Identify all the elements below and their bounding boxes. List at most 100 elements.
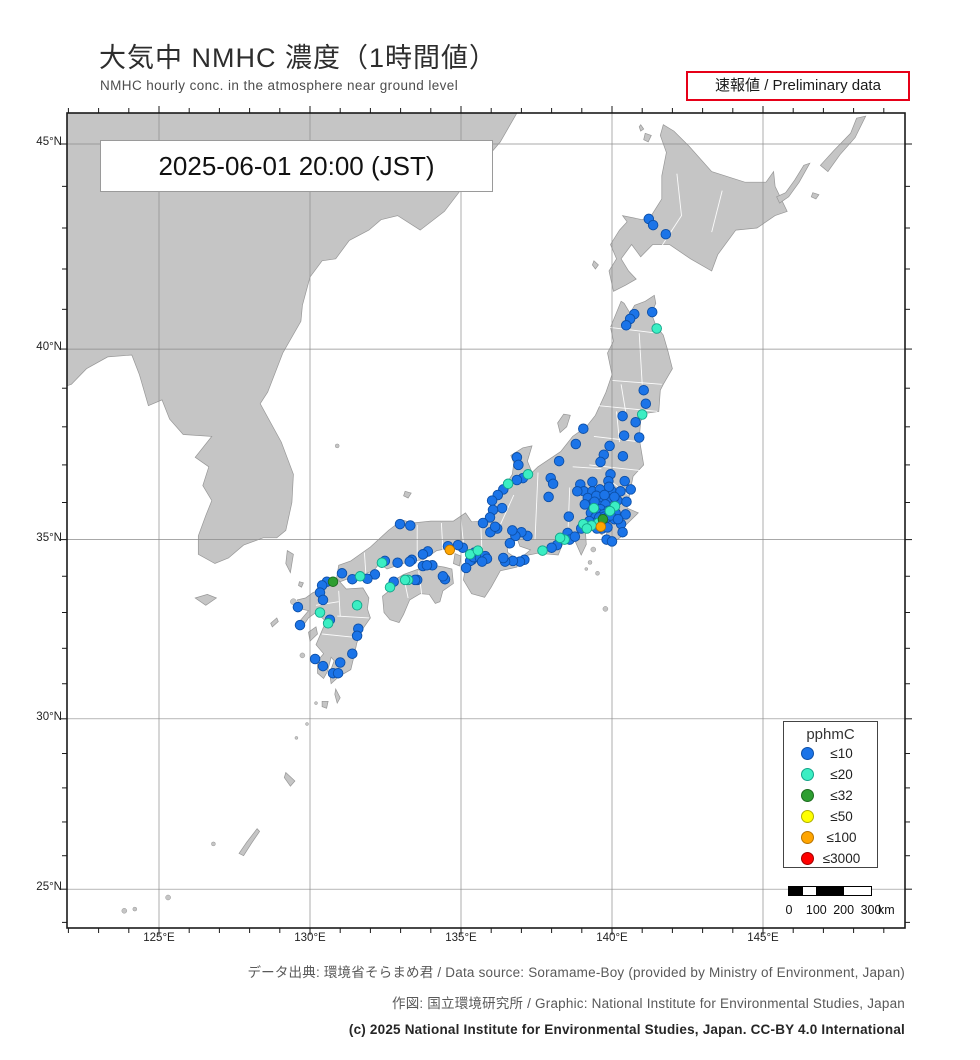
footer-graphic-credit: 作図: 国立環境研究所 / Graphic: National Institut… bbox=[392, 996, 905, 1011]
station-dot bbox=[570, 438, 582, 450]
station-dot bbox=[546, 542, 557, 553]
station-dot bbox=[603, 481, 615, 493]
station-layer bbox=[292, 213, 672, 679]
legend-item-label: ≤32 bbox=[830, 788, 853, 803]
prefecture-border bbox=[593, 435, 643, 443]
prefecture-border bbox=[315, 601, 339, 606]
scale-bar: 0 100 200 300 km bbox=[785, 886, 908, 926]
legend-item: ≤20 bbox=[784, 764, 877, 785]
legend-dot-icon bbox=[801, 810, 814, 823]
prefecture-border bbox=[656, 173, 682, 253]
lat-axis-label: 25°N bbox=[36, 881, 62, 894]
landmass bbox=[334, 687, 341, 705]
small-island bbox=[132, 906, 138, 912]
station-dot bbox=[620, 509, 631, 520]
station-dot bbox=[572, 486, 583, 497]
station-dot bbox=[625, 484, 636, 495]
landmass bbox=[403, 490, 412, 499]
station-dot bbox=[588, 502, 600, 514]
station-dot bbox=[392, 557, 403, 568]
station-dot bbox=[587, 476, 598, 488]
legend-item: ≤10 bbox=[784, 743, 877, 764]
legend-dot-icon bbox=[801, 789, 814, 802]
station-dot bbox=[322, 618, 334, 629]
station-dot bbox=[327, 576, 339, 587]
lat-axis-label: 45°N bbox=[36, 136, 62, 148]
station-dot bbox=[404, 556, 415, 567]
prefecture-border bbox=[534, 472, 539, 540]
station-dot bbox=[384, 581, 396, 593]
scale-bar-segment bbox=[816, 887, 844, 895]
landmass bbox=[308, 626, 318, 642]
station-dot bbox=[294, 619, 306, 631]
lat-axis-label: 40°N bbox=[36, 341, 62, 354]
scale-bar-segment bbox=[802, 887, 817, 895]
landmass bbox=[283, 771, 296, 787]
station-dot bbox=[647, 219, 659, 231]
landmass bbox=[298, 581, 304, 588]
station-dot bbox=[609, 491, 620, 503]
small-island bbox=[602, 606, 609, 612]
prefecture-border bbox=[608, 326, 658, 334]
station-dot bbox=[354, 571, 366, 582]
station-dot bbox=[472, 545, 484, 556]
prefecture-border bbox=[440, 522, 444, 551]
legend-box: pphmC ≤10 ≤20 ≤32 ≤50 ≤100 ≤3000 bbox=[783, 721, 878, 868]
station-dot bbox=[336, 568, 348, 579]
station-dot bbox=[317, 594, 329, 606]
scale-bar-segment bbox=[789, 887, 803, 895]
station-dot bbox=[317, 660, 329, 672]
lat-axis-label: 35°N bbox=[36, 531, 62, 544]
station-dot bbox=[620, 320, 632, 331]
legend-rows: ≤10 ≤20 ≤32 ≤50 ≤100 ≤3000 bbox=[784, 743, 877, 869]
prefecture-border bbox=[363, 552, 367, 575]
prefecture-border bbox=[499, 494, 515, 525]
station-dot bbox=[617, 410, 628, 422]
station-dot bbox=[595, 521, 607, 532]
small-island bbox=[305, 722, 309, 726]
landmass bbox=[453, 553, 462, 567]
legend-item: ≤100 bbox=[784, 827, 877, 848]
tick-layer bbox=[60, 106, 912, 935]
small-island bbox=[165, 894, 171, 901]
legend-item: ≤32 bbox=[784, 785, 877, 806]
station-dot bbox=[604, 440, 615, 452]
scale-bar-unit: km bbox=[878, 903, 895, 917]
small-island bbox=[314, 701, 318, 705]
station-dot bbox=[569, 531, 581, 542]
station-dot bbox=[646, 306, 658, 318]
lat-axis-label: 30°N bbox=[36, 710, 62, 723]
station-dot bbox=[630, 416, 641, 428]
lon-axis-label: 140°E bbox=[596, 932, 628, 944]
station-dot bbox=[477, 517, 489, 529]
scale-bar-label: 300 bbox=[860, 903, 882, 917]
landmass bbox=[321, 700, 329, 709]
station-dot bbox=[489, 521, 501, 532]
station-dot bbox=[595, 456, 606, 468]
station-dot bbox=[553, 455, 565, 467]
station-dot bbox=[314, 607, 326, 618]
small-island bbox=[299, 652, 306, 659]
station-dot bbox=[604, 505, 616, 517]
station-dot bbox=[351, 630, 363, 642]
station-dot bbox=[617, 526, 628, 538]
station-dot bbox=[417, 549, 429, 560]
station-dot bbox=[547, 478, 559, 490]
station-dot bbox=[460, 562, 472, 574]
legend-item-label: ≤3000 bbox=[822, 851, 861, 866]
map-canvas bbox=[60, 106, 912, 935]
scale-bar-label: 0 bbox=[785, 903, 793, 917]
station-dot bbox=[554, 532, 566, 544]
station-dot bbox=[507, 525, 518, 536]
station-dot bbox=[334, 657, 346, 668]
scale-bar-segment bbox=[843, 887, 871, 895]
station-dot bbox=[452, 539, 464, 551]
landmass bbox=[776, 162, 811, 204]
prefecture-border bbox=[598, 405, 658, 412]
footer-copyright: (c) 2025 National Institute for Environm… bbox=[348, 1022, 905, 1037]
small-island bbox=[294, 736, 299, 740]
scale-bar-label: 100 bbox=[805, 903, 827, 917]
station-dot bbox=[636, 409, 648, 420]
prefecture-border bbox=[638, 333, 643, 385]
